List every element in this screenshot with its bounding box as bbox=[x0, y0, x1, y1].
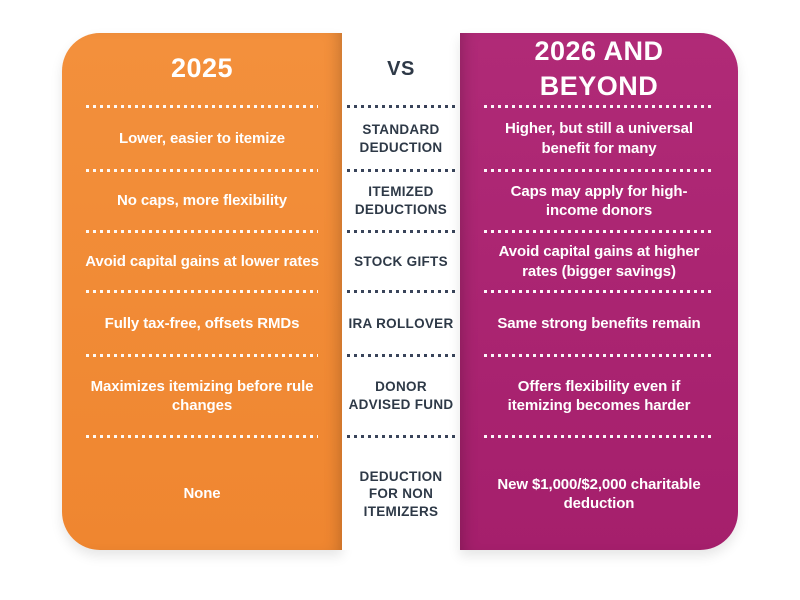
panel-2025: 2025 Lower, easier to itemize No caps, m… bbox=[62, 33, 342, 550]
cell-2025-non-itemizers: None bbox=[183, 485, 221, 503]
cell-2025-stock-gifts: Avoid capital gains at lower rates bbox=[85, 252, 319, 270]
dotted-divider bbox=[86, 435, 318, 438]
cell-2025-donor-advised-fund: Maximizes itemizing before rule changes bbox=[90, 377, 314, 415]
dotted-divider bbox=[484, 169, 714, 172]
cell-2026-standard-deduction: Higher, but still a universal benefit fo… bbox=[505, 120, 693, 157]
cell-2026-non-itemizers: New $1,000/$2,000 charitable deduction bbox=[497, 475, 701, 513]
category-standard-deduction: STANDARD DEDUCTION bbox=[359, 121, 443, 155]
dotted-divider bbox=[484, 230, 714, 233]
category-ira-rollover: IRA ROLLOVER bbox=[348, 315, 454, 331]
cell-2026-ira-rollover: Same strong benefits remain bbox=[497, 314, 701, 332]
dotted-divider bbox=[484, 435, 714, 438]
cell-2025-itemized-deductions: No caps, more flexibility bbox=[116, 192, 288, 210]
dotted-divider bbox=[347, 290, 455, 293]
dotted-divider bbox=[86, 230, 318, 233]
dotted-divider bbox=[86, 169, 318, 172]
panel-2026-title: 2026 AND BEYOND bbox=[534, 35, 664, 101]
dotted-divider bbox=[86, 290, 318, 293]
category-deduction-non-itemizers: DEDUCTION FOR NON ITEMIZERS bbox=[359, 468, 443, 519]
dotted-divider bbox=[347, 435, 455, 438]
category-stock-gifts: STOCK GIFTS bbox=[354, 253, 448, 269]
cell-2026-stock-gifts: Avoid capital gains at higher rates (big… bbox=[498, 243, 700, 280]
dotted-divider bbox=[86, 105, 318, 108]
dotted-divider bbox=[347, 169, 455, 172]
dotted-divider bbox=[347, 230, 455, 233]
panel-2026-and-beyond: 2026 AND BEYOND Higher, but still a univ… bbox=[460, 33, 738, 550]
panel-2025-title: 2025 bbox=[170, 53, 234, 84]
panel-vs-categories: VS STANDARD DEDUCTION ITEMIZED DEDUCTION… bbox=[342, 33, 460, 550]
cell-2025-ira-rollover: Fully tax-free, offsets RMDs bbox=[104, 314, 300, 332]
cell-2025-standard-deduction: Lower, easier to itemize bbox=[119, 129, 285, 147]
dotted-divider bbox=[484, 105, 714, 108]
dotted-divider bbox=[347, 105, 455, 108]
vs-label: VS bbox=[387, 58, 415, 80]
dotted-divider bbox=[484, 354, 714, 357]
dotted-divider bbox=[484, 290, 714, 293]
category-itemized-deductions: ITEMIZED DEDUCTIONS bbox=[354, 184, 448, 217]
dotted-divider bbox=[86, 354, 318, 357]
category-donor-advised-fund: DONOR ADVISED FUND bbox=[348, 379, 454, 412]
cell-2026-donor-advised-fund: Offers flexibility even if itemizing bec… bbox=[507, 377, 691, 415]
dotted-divider bbox=[347, 354, 455, 357]
cell-2026-itemized-deductions: Caps may apply for high-income donors bbox=[510, 182, 688, 220]
